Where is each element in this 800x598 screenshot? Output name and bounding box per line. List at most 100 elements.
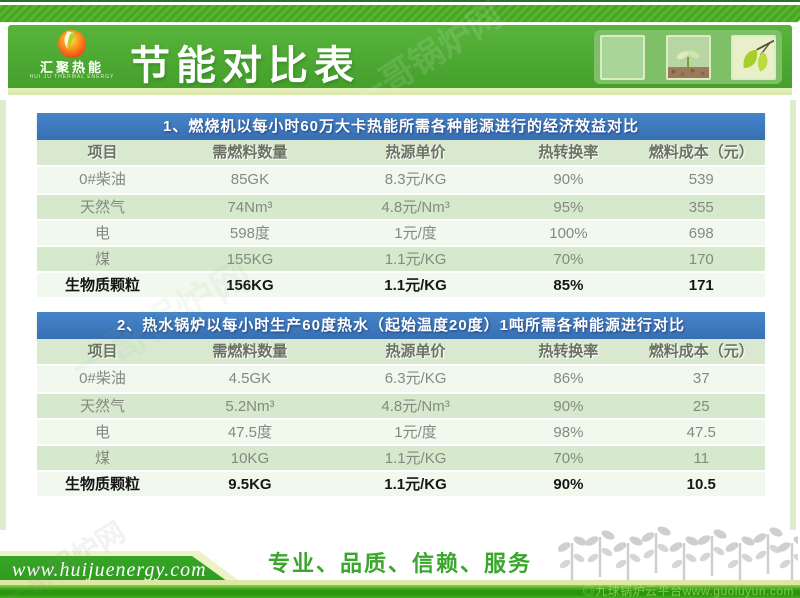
table-cell: 电 [95,225,111,242]
bottom-watermark: ◎九球锅炉云平台www.guoluyun.com [582,584,794,598]
table-cell: 4.8元/Nm³ [381,398,450,415]
table-cell: 90% [553,398,584,415]
left-frame-strip [0,100,6,530]
table-cell: 156KG [226,277,274,294]
column-header: 项目 [87,343,118,360]
table-cell: 85% [553,277,584,294]
table-row: 煤 10KG 1.1元/KG 70% 11 [37,444,765,470]
table-cell: 355 [688,199,714,216]
table-cell: 100% [549,225,588,242]
table-cell: 90% [553,171,584,188]
table-cell: 86% [553,370,584,387]
table-cell: 8.3元/KG [384,171,447,188]
slogan-text: 专业、品质、信赖、服务 [267,551,533,576]
content-area: 1、燃烧机以每小时60万大卡热能所需各种能源进行的经济效益对比 项目 需燃料数量热… [37,113,765,511]
table-cell: 70% [553,450,584,467]
green-square-image [600,34,645,80]
table-cell: 5.2Nm³ [225,398,275,415]
table-cell: 90% [553,476,584,493]
company-logo: 汇聚热能 HUI JU THERMAL ENERGY [20,27,124,87]
table-cell: 25 [692,398,710,415]
table-cell: 1.1元/KG [384,450,447,467]
table-cell: 0#柴油 [79,171,126,188]
footer-pale-strip [0,580,800,585]
plant-decoration [558,523,798,585]
table-title: 1、燃烧机以每小时60万大卡热能所需各种能源进行的经济效益对比 [37,113,765,140]
table-cell: 170 [688,251,714,268]
top-border-line [0,0,800,2]
table-cell: 98% [553,424,584,441]
table-row: 电 598度 1元/度 100% 698 [37,219,765,245]
column-header: 热转换率 [538,144,599,161]
logo-name: 汇聚热能 [39,60,104,75]
table-row: 0#柴油 85GK 8.3元/KG 90% 539 [37,167,765,193]
logo-subtitle: HUI JU THERMAL ENERGY [29,74,115,80]
column-header: 需燃料数量 [212,343,288,360]
table-cell: 171 [688,277,714,294]
table-cell: 4.8元/Nm³ [381,199,450,216]
website-url: www.huijuenergy.com [12,559,207,581]
table-row: 生物质颗粒 9.5KG 1.1元/KG 90% 10.5 [37,470,765,496]
table-row: 生物质颗粒 156KG 1.1元/KG 85% 171 [37,271,765,297]
table-cell: 47.5度 [227,424,273,441]
table-cell: 1元/度 [394,424,437,441]
table-cell: 10KG [230,450,270,467]
leaves-icon [733,36,774,78]
table-row: 天然气 74Nm³ 4.8元/Nm³ 95% 355 [37,193,765,219]
flame-icon [57,29,87,59]
table-cell: 1元/度 [394,225,437,242]
leaves-photo [731,34,776,80]
table-header-row: 项目 需燃料数量 热源单价 热转换率 燃料成本（元） [37,339,765,366]
column-header: 热源单价 [385,144,446,161]
column-header: 需燃料数量 [212,144,288,161]
table-row: 煤 155KG 1.1元/KG 70% 170 [37,245,765,271]
table-cell: 698 [688,225,714,242]
table-cell: 煤 [95,450,111,467]
sprout-photo [665,34,711,80]
table-cell: 1.1元/KG [384,476,447,493]
table-cell: 9.5KG [228,476,272,493]
page-title: 节能对比表 [130,44,360,88]
table-cell: 85GK [230,171,270,188]
table-cell: 539 [688,171,714,188]
column-header: 项目 [87,144,118,161]
table-header-row: 项目 需燃料数量 热源单价 热转换率 燃料成本（元） [37,140,765,167]
table-cell: 天然气 [80,199,126,216]
comparison-table-2: 2、热水锅炉以每小时生产60度热水（起始温度20度）1吨所需各种能源进行对比 项… [37,312,765,496]
table-cell: 11 [693,450,710,467]
table-cell: 95% [553,199,584,216]
header-image-panel [594,30,782,84]
table-cell: 6.3元/KG [384,370,447,387]
table-cell: 天然气 [80,398,126,415]
table-cell: 70% [553,251,584,268]
table-body: 0#柴油 85GK 8.3元/KG 90% 539 天然气 74Nm³ 4.8元/Nm³ 95%… [37,167,765,297]
comparison-table-1: 1、燃烧机以每小时60万大卡热能所需各种能源进行的经济效益对比 项目 需燃料数量 热… [37,113,765,297]
column-header: 燃料成本（元） [648,343,754,360]
table-cell: 155KG [226,251,274,268]
table-cell: 1.1元/KG [384,277,447,294]
table-cell: 生物质颗粒 [65,476,141,493]
right-frame-strip [790,100,796,530]
column-header: 燃料成本（元） [648,144,754,161]
header-band: 汇聚热能 HUI JU THERMAL ENERGY 节能对比表 [8,25,792,88]
table-title: 2、热水锅炉以每小时生产60度热水（起始温度20度）1吨所需各种能源进行对比 [37,312,765,339]
footer-green-strip [0,585,800,598]
column-header: 热转换率 [538,343,599,360]
table-cell: 37 [692,370,710,387]
table-cell: 10.5 [686,476,716,493]
table-cell: 电 [95,424,111,441]
table-cell: 0#柴油 [79,370,126,387]
table-row: 0#柴油 4.5GK 6.3元/KG 86% 37 [37,366,765,392]
sprout-icon [667,36,709,78]
table-cell: 598度 [229,225,270,242]
table-row: 电 47.5度 1元/度 98% 47.5 [37,418,765,444]
table-cell: 煤 [95,251,111,268]
table-cell: 47.5 [686,424,716,441]
table-cell: 74Nm³ [227,199,273,216]
table-cell: 1.1元/KG [384,251,447,268]
table-row: 天然气 5.2Nm³ 4.8元/Nm³ 90% 25 [37,392,765,418]
column-header: 热源单价 [385,343,446,360]
table-cell: 生物质颗粒 [65,277,141,294]
table-cell: 4.5GK [228,370,272,387]
